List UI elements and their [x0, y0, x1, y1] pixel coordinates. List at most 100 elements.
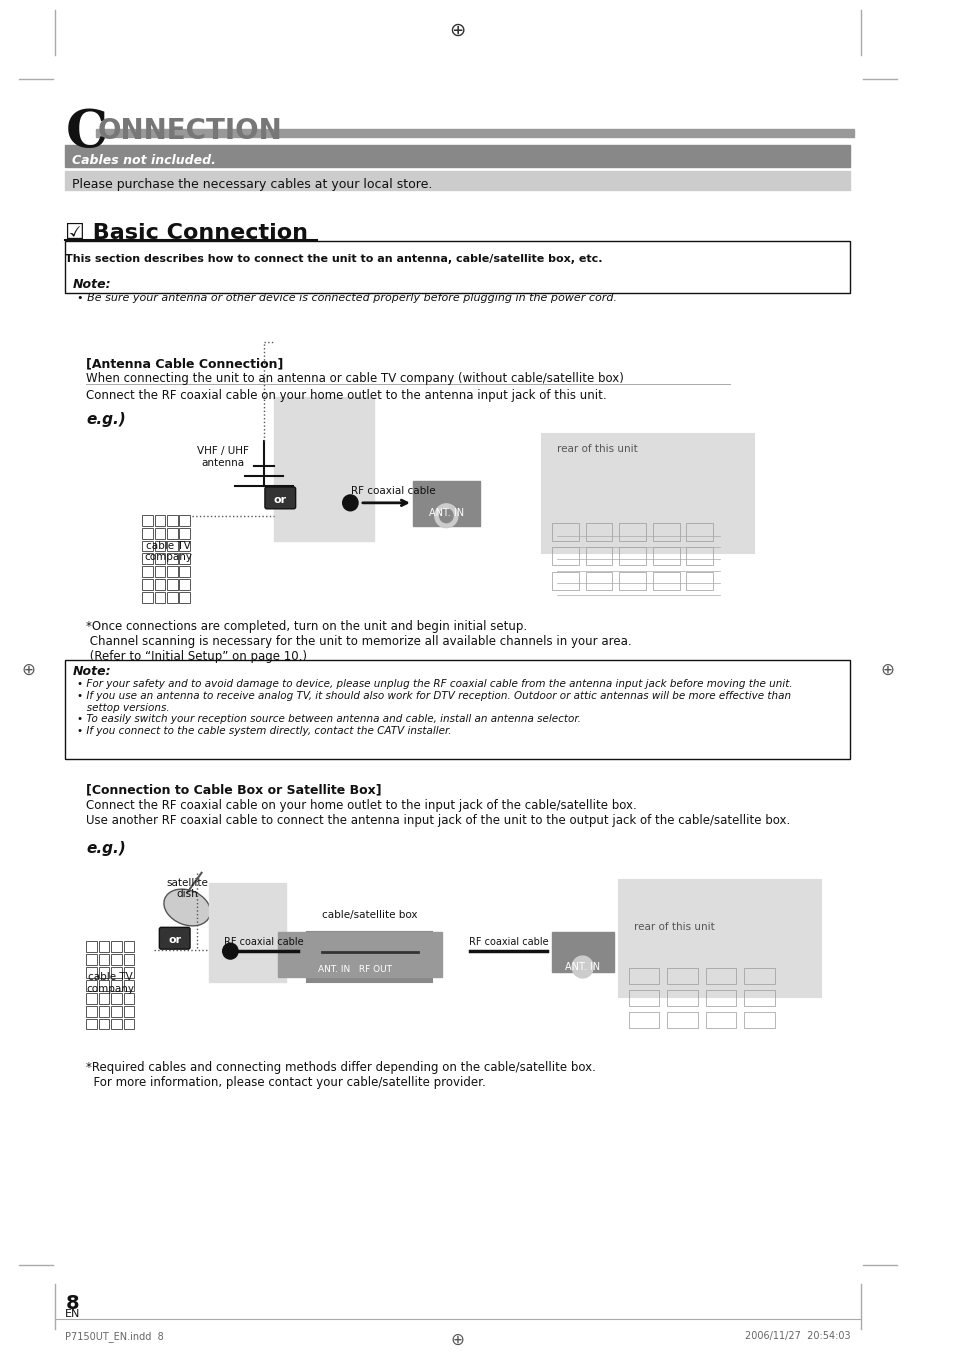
- Bar: [179, 592, 190, 603]
- Bar: [87, 967, 97, 978]
- Bar: [705, 990, 736, 1005]
- Text: • Be sure your antenna or other device is connected properly before plugging in : • Be sure your antenna or other device i…: [76, 293, 617, 303]
- Ellipse shape: [164, 889, 211, 925]
- Bar: [585, 523, 612, 540]
- Bar: [274, 397, 374, 540]
- Text: satellite
dish: satellite dish: [166, 878, 208, 900]
- Bar: [179, 566, 190, 577]
- Bar: [124, 942, 134, 952]
- Bar: [413, 481, 479, 526]
- Circle shape: [222, 943, 238, 959]
- Text: RF coaxial cable: RF coaxial cable: [351, 486, 436, 496]
- Bar: [652, 547, 679, 565]
- Bar: [179, 540, 190, 551]
- Bar: [142, 528, 152, 539]
- Bar: [685, 547, 713, 565]
- Bar: [99, 967, 110, 978]
- Bar: [124, 993, 134, 1004]
- Bar: [552, 932, 614, 971]
- Bar: [618, 573, 645, 590]
- Bar: [179, 580, 190, 590]
- Text: rear of this unit: rear of this unit: [633, 923, 714, 932]
- Bar: [167, 592, 177, 603]
- FancyBboxPatch shape: [265, 486, 295, 509]
- Bar: [179, 515, 190, 526]
- Bar: [743, 969, 774, 984]
- Bar: [154, 580, 165, 590]
- Text: ANT. IN: ANT. IN: [564, 962, 599, 973]
- Bar: [154, 528, 165, 539]
- Text: e.g.): e.g.): [87, 412, 126, 427]
- FancyBboxPatch shape: [159, 927, 190, 950]
- Bar: [142, 515, 152, 526]
- Bar: [618, 547, 645, 565]
- Text: ANT. IN   RF OUT: ANT. IN RF OUT: [317, 965, 392, 974]
- Bar: [112, 942, 122, 952]
- Bar: [743, 1012, 774, 1028]
- Text: [Antenna Cable Connection]: [Antenna Cable Connection]: [87, 357, 283, 370]
- Text: ⊕: ⊕: [879, 661, 893, 678]
- Bar: [685, 523, 713, 540]
- Bar: [112, 979, 122, 990]
- Bar: [124, 979, 134, 990]
- Bar: [142, 566, 152, 577]
- Bar: [278, 932, 441, 977]
- Bar: [124, 954, 134, 965]
- Text: or: or: [274, 494, 287, 505]
- Text: RF coaxial cable: RF coaxial cable: [224, 938, 303, 947]
- Bar: [552, 523, 578, 540]
- Text: 8: 8: [65, 1294, 79, 1313]
- Bar: [666, 969, 697, 984]
- Text: Cables not included.: Cables not included.: [71, 154, 215, 166]
- Text: Please purchase the necessary cables at your local store.: Please purchase the necessary cables at …: [71, 177, 432, 190]
- Bar: [685, 573, 713, 590]
- Text: 2006/11/27  20:54:03: 2006/11/27 20:54:03: [744, 1331, 849, 1342]
- Bar: [666, 990, 697, 1005]
- Bar: [87, 993, 97, 1004]
- Text: e.g.): e.g.): [87, 842, 126, 857]
- Bar: [167, 540, 177, 551]
- Bar: [618, 523, 645, 540]
- Text: Note:: Note:: [72, 665, 112, 677]
- Bar: [99, 979, 110, 990]
- Text: ⊕: ⊕: [451, 1331, 464, 1350]
- Text: or: or: [168, 935, 181, 946]
- Text: RF coaxial cable: RF coaxial cable: [469, 938, 548, 947]
- Circle shape: [572, 957, 593, 978]
- Text: rear of this unit: rear of this unit: [557, 444, 637, 454]
- Text: cable/satellite box: cable/satellite box: [321, 911, 416, 920]
- Bar: [124, 967, 134, 978]
- Bar: [99, 1019, 110, 1029]
- Bar: [209, 882, 286, 982]
- Bar: [167, 528, 177, 539]
- Text: VHF / UHF
antenna: VHF / UHF antenna: [196, 446, 249, 467]
- Bar: [628, 969, 659, 984]
- Text: EN: EN: [65, 1309, 81, 1319]
- Bar: [552, 547, 578, 565]
- Bar: [99, 942, 110, 952]
- Bar: [585, 573, 612, 590]
- Bar: [99, 993, 110, 1004]
- Bar: [705, 1012, 736, 1028]
- Circle shape: [342, 494, 357, 511]
- Bar: [142, 554, 152, 565]
- Bar: [167, 566, 177, 577]
- Text: ANT. IN: ANT. IN: [428, 508, 463, 517]
- Bar: [99, 954, 110, 965]
- Text: • For your safety and to avoid damage to device, please unplug the RF coaxial ca: • For your safety and to avoid damage to…: [76, 680, 792, 736]
- Bar: [541, 435, 753, 554]
- Bar: [154, 592, 165, 603]
- Bar: [142, 592, 152, 603]
- Text: *Once connections are completed, turn on the unit and begin initial setup.
 Chan: *Once connections are completed, turn on…: [87, 620, 631, 663]
- Text: ⊕: ⊕: [449, 20, 466, 39]
- Bar: [154, 540, 165, 551]
- Bar: [112, 967, 122, 978]
- Bar: [112, 1019, 122, 1029]
- Circle shape: [399, 938, 407, 946]
- Circle shape: [390, 938, 397, 946]
- Bar: [142, 540, 152, 551]
- Bar: [65, 240, 849, 293]
- Bar: [154, 554, 165, 565]
- Bar: [154, 515, 165, 526]
- Text: Use another RF coaxial cable to connect the antenna input jack of the unit to th: Use another RF coaxial cable to connect …: [87, 815, 790, 827]
